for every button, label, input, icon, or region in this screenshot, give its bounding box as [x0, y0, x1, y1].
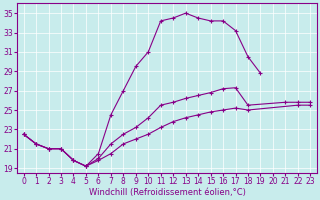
X-axis label: Windchill (Refroidissement éolien,°C): Windchill (Refroidissement éolien,°C) [89, 188, 245, 197]
